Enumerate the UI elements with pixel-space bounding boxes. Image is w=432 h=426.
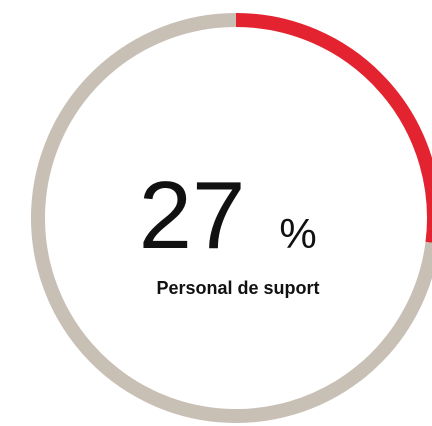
value-label: 27 xyxy=(139,162,246,269)
unit-label: % xyxy=(279,210,316,257)
category-label: Personal de suport xyxy=(156,278,319,298)
ring-segment xyxy=(235,13,432,243)
ring xyxy=(31,13,432,423)
ring-segment xyxy=(31,13,432,423)
